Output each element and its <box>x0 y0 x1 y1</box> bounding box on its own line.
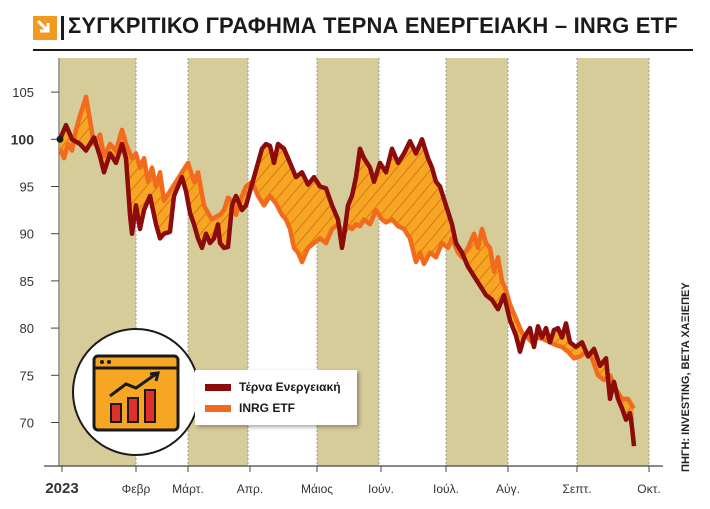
source-note: ΠΗΓΗ: INVESTING, BETA ΧΑΞΙΕΠΕΥ <box>680 282 692 472</box>
y-tick-label-80: 80 <box>20 321 34 336</box>
title-divider <box>61 16 64 40</box>
header: ΣΥΓΚΡΙΤΙΚΟ ΓΡΑΦΗΜΑ ΤΕΡΝΑ ΕΝΕΡΓΕΙΑΚΗ – IN… <box>0 0 710 52</box>
chart-growth-icon <box>92 354 180 432</box>
x-tick-label-2: Μάρτ. <box>172 482 204 496</box>
legend-item-terna: Τέρνα Ενεργειακή <box>205 379 341 395</box>
arrow-down-right-icon <box>33 16 57 40</box>
legend-item-inrg: INRG ETF <box>205 400 295 416</box>
header-rule <box>33 49 693 51</box>
x-tick-label-year: 2023 <box>45 480 78 497</box>
x-tick-label-1: Φεβρ <box>122 482 151 496</box>
legend-swatch-terna <box>205 383 231 391</box>
series-line-terna <box>57 122 637 447</box>
y-tick-label-85: 85 <box>20 274 34 289</box>
x-tick-label-8: Σεπτ. <box>562 482 591 496</box>
y-tick-label-100: 100 <box>11 131 35 147</box>
month-band-4 <box>577 58 649 466</box>
y-tick-label-70: 70 <box>20 416 34 431</box>
x-tick-label-6: Ιούλ. <box>433 482 459 496</box>
y-tick-label-75: 75 <box>20 368 34 383</box>
x-tick-label-3: Απρ. <box>237 482 263 496</box>
y-tick-label-105: 105 <box>12 85 34 100</box>
start-point-marker <box>56 135 64 143</box>
chart-title: ΣΥΓΚΡΙΤΙΚΟ ΓΡΑΦΗΜΑ ΤΕΡΝΑ ΕΝΕΡΓΕΙΑΚΗ – IN… <box>68 13 678 38</box>
chart-area: 70 75 80 85 90 95 100 105 2023 Φεβρ Μάρτ. Απρ. Μάιος… <box>11 58 663 497</box>
x-tick-label-4: Μάιος <box>301 482 333 496</box>
x-tick-label-7: Αύγ. <box>496 482 520 496</box>
legend-label-terna: Τέρνα Ενεργειακή <box>239 380 341 394</box>
legend-label-inrg: INRG ETF <box>239 401 295 415</box>
legend: Τέρνα Ενεργειακή INRG ETF <box>195 370 357 425</box>
x-tick-label-9: Οκτ. <box>637 482 660 496</box>
y-tick-label-95: 95 <box>20 180 34 195</box>
legend-swatch-inrg <box>205 404 231 412</box>
y-tick-label-90: 90 <box>20 227 34 242</box>
x-tick-label-5: Ιούν. <box>368 482 394 496</box>
chart-badge <box>72 328 200 456</box>
